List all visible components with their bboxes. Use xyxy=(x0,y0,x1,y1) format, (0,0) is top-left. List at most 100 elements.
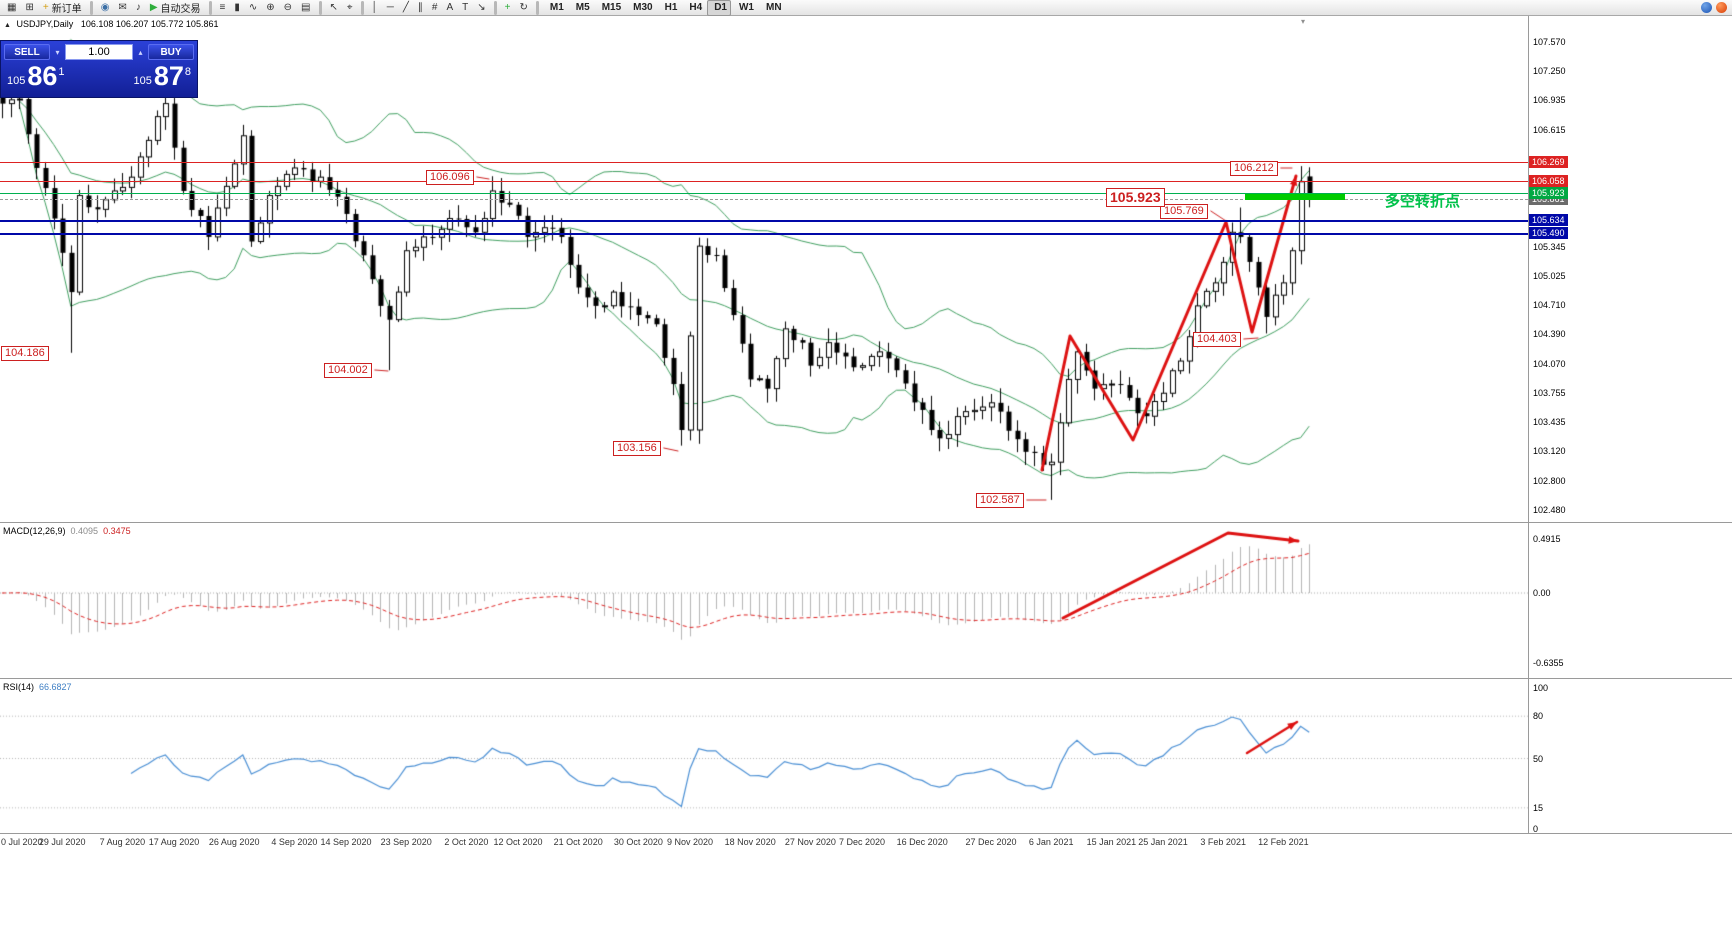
time-axis-label: 2 Oct 2020 xyxy=(444,837,489,847)
macd-axis-label: 0.4915 xyxy=(1533,533,1561,544)
tf-M1[interactable]: M1 xyxy=(543,0,568,16)
tf-M15[interactable]: M15 xyxy=(595,0,625,16)
tf-MN[interactable]: MN xyxy=(759,0,786,16)
toolbar-icon: # xyxy=(431,1,438,13)
panel-separator[interactable] xyxy=(0,522,1732,523)
price-callout[interactable]: 104.002 xyxy=(324,363,372,378)
toolbar-icon: ╱ xyxy=(402,1,409,13)
price-callout[interactable]: 104.186 xyxy=(1,346,49,361)
cursor-icon[interactable]: ↖ xyxy=(326,0,342,16)
crosshair-icon[interactable]: ⌖ xyxy=(343,0,357,16)
tf-M30[interactable]: M30 xyxy=(626,0,656,16)
toolbar-item xyxy=(493,0,497,15)
rsi-axis-label: 15 xyxy=(1533,802,1544,813)
text-label-icon[interactable]: T xyxy=(458,0,472,16)
candlestick-chart-icon[interactable]: ▮ xyxy=(230,0,244,16)
tf-D1[interactable]: D1 xyxy=(707,0,731,16)
price-line-105.490[interactable] xyxy=(0,233,1528,236)
collapse-arrow-icon[interactable]: ▲ xyxy=(4,22,11,29)
tf-W1[interactable]: W1 xyxy=(732,0,758,16)
toolbar-item-label: 自动交易 xyxy=(160,4,201,15)
price-callout[interactable]: 105.923 xyxy=(1106,188,1165,207)
price-axis-label: 102.800 xyxy=(1533,475,1566,486)
vertical-line-icon[interactable]: │ xyxy=(368,0,382,16)
price-line-106.058[interactable] xyxy=(0,181,1528,183)
orange-circle-icon[interactable] xyxy=(1716,2,1727,13)
horizontal-line-icon[interactable]: ─ xyxy=(383,0,398,16)
sell-button[interactable]: SELL xyxy=(4,44,50,60)
time-axis-label: 26 Aug 2020 xyxy=(208,837,260,847)
toolbar-item-label: H4 xyxy=(689,2,703,13)
chart-window-icon[interactable]: ▦ xyxy=(3,0,20,16)
bar-chart-icon[interactable]: ≡ xyxy=(216,0,230,16)
turn-point-text[interactable]: 多空转折点 xyxy=(1385,193,1461,210)
price-line-105.923[interactable] xyxy=(0,193,1528,195)
price-line-axis-label: 105.490 xyxy=(1529,227,1568,240)
time-axis-label: 27 Dec 2020 xyxy=(965,837,1017,847)
toolbar-right xyxy=(1701,2,1727,13)
time-axis-label: 0 Jul 2020 xyxy=(1,837,43,847)
tf-M5[interactable]: M5 xyxy=(569,0,594,16)
toolbar-icon: ⊞ xyxy=(25,1,34,13)
zoom-in-icon[interactable]: ⊕ xyxy=(262,0,278,16)
buy-button[interactable]: BUY xyxy=(148,44,194,60)
toolbar-icon: ✉ xyxy=(118,1,127,13)
tf-H1[interactable]: H1 xyxy=(658,0,682,16)
panel-separator xyxy=(0,833,1732,834)
fibonacci-icon[interactable]: # xyxy=(428,0,442,16)
price-callout[interactable]: 106.212 xyxy=(1230,161,1278,176)
time-axis-label: 17 Aug 2020 xyxy=(148,837,200,847)
price-callout[interactable]: 102.587 xyxy=(976,493,1024,508)
tf-H4[interactable]: H4 xyxy=(682,0,706,16)
lot-decrease-caret-icon[interactable]: ▾ xyxy=(55,47,60,57)
refresh-icon[interactable]: ↻ xyxy=(515,0,531,16)
toolbar-item-label: MN xyxy=(765,2,782,13)
rsi-label: RSI(14) 66.6827 xyxy=(3,682,72,692)
time-axis-label: 29 Jul 2020 xyxy=(38,837,86,847)
time-axis-label: 9 Nov 2020 xyxy=(666,837,714,847)
time-axis-label: 21 Oct 2020 xyxy=(553,837,603,847)
toolbar-item-label: M30 xyxy=(633,2,653,13)
price-callout[interactable]: 104.403 xyxy=(1193,332,1241,347)
symbol-name: USDJPY,Daily xyxy=(16,19,74,29)
line-chart-icon[interactable]: ∿ xyxy=(245,0,261,16)
time-axis-label: 23 Sep 2020 xyxy=(380,837,432,847)
text-icon[interactable]: A xyxy=(442,0,457,16)
price-line-105.634[interactable] xyxy=(0,220,1528,222)
chart-shift-marker-icon[interactable]: ▾ xyxy=(1301,17,1306,26)
price-line-106.269[interactable] xyxy=(0,161,1528,163)
blue-circle-icon[interactable] xyxy=(1701,2,1712,13)
time-axis-label: 7 Dec 2020 xyxy=(838,837,886,847)
mailbox-icon[interactable]: ✉ xyxy=(114,0,130,16)
channel-icon[interactable]: ∥ xyxy=(414,0,427,16)
arrow-object-icon[interactable]: ↘ xyxy=(473,0,489,16)
price-line-105.861[interactable] xyxy=(0,199,1528,201)
toolbar-icon: ⊖ xyxy=(283,1,293,13)
zoom-out-icon[interactable]: ⊖ xyxy=(280,0,296,16)
grid-icon[interactable]: ▤ xyxy=(297,0,314,16)
panel-separator[interactable] xyxy=(0,678,1732,679)
rsi-value: 66.6827 xyxy=(39,682,72,692)
macd-name: MACD(12,26,9) xyxy=(3,526,66,536)
price-axis-label: 104.390 xyxy=(1533,329,1566,340)
price-callout[interactable]: 103.156 xyxy=(613,441,661,456)
trendline-icon[interactable]: ╱ xyxy=(399,0,413,16)
tile-windows-icon[interactable]: ⊞ xyxy=(21,0,37,16)
new-order-button[interactable]: + 新订单 xyxy=(39,0,86,16)
price-callout[interactable]: 105.769 xyxy=(1160,204,1208,219)
toolbar-icon: ↘ xyxy=(477,1,486,13)
add-indicator-icon[interactable]: + xyxy=(501,0,515,16)
toolbar-icon: ▤ xyxy=(301,1,311,13)
lot-increase-caret-icon[interactable]: ▴ xyxy=(138,47,143,57)
market-watch-icon[interactable]: ◉ xyxy=(97,0,114,16)
lot-size-input[interactable]: 1.00 xyxy=(65,44,133,60)
turn-point-bar[interactable] xyxy=(1245,194,1345,200)
time-axis-label: 15 Jan 2021 xyxy=(1086,837,1137,847)
ask-price: 105 87 8 xyxy=(133,62,191,91)
alerts-icon[interactable]: ♪ xyxy=(132,0,145,16)
macd-label: MACD(12,26,9) 0.4095 0.3475 xyxy=(3,526,131,536)
autotrading-button[interactable]: ▶ 自动交易 xyxy=(146,0,205,16)
price-callout[interactable]: 106.096 xyxy=(426,170,474,185)
rsi-axis-label: 80 xyxy=(1533,711,1544,722)
